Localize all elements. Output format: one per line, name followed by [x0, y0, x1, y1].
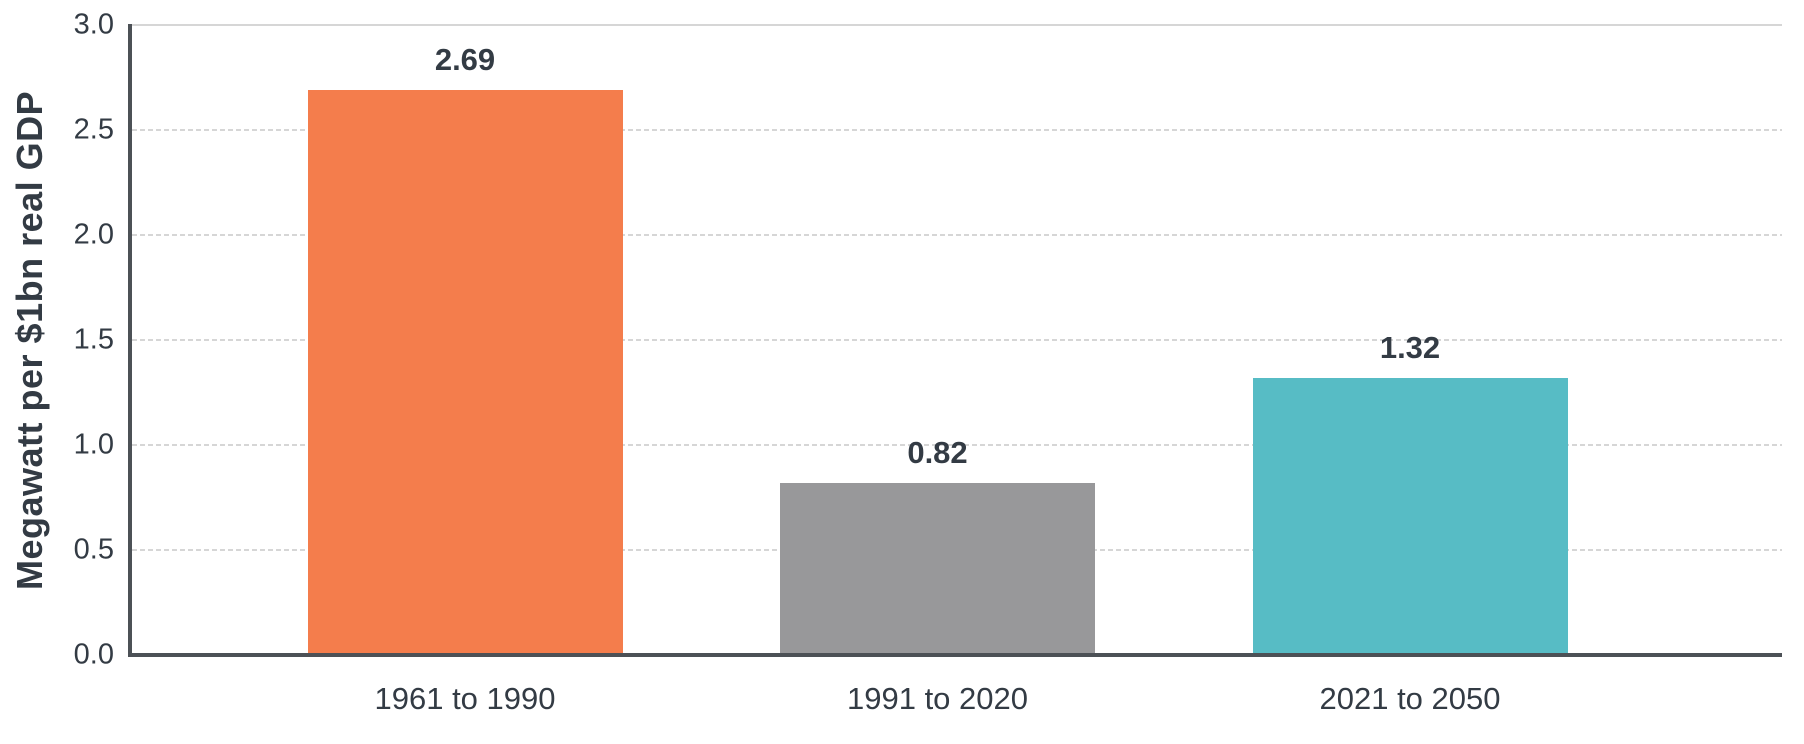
bar-value-label-1961-to-1990: 2.69: [434, 42, 496, 78]
bar-value-label-1991-to-2020: 0.82: [907, 434, 968, 470]
bar-value-label-2021-to-2050: 1.32: [1379, 329, 1441, 365]
y-axis-line: [128, 24, 132, 657]
y-axis-title: Megawatt per $1bn real GDP: [9, 90, 50, 590]
y-tick-label-3.0: 3.0: [73, 8, 114, 41]
gridline-1.0: [132, 444, 1782, 446]
bar-1991-to-2020: [780, 482, 1095, 655]
y-tick-label-2.5: 2.5: [73, 113, 114, 146]
y-tick-label-1.5: 1.5: [73, 323, 114, 356]
x-category-label-2021-to-2050: 2021 to 2050: [1319, 681, 1501, 716]
gridline-3.0: [132, 24, 1782, 26]
gridline-2.0: [132, 234, 1782, 236]
y-tick-label-2.0: 2.0: [73, 218, 114, 251]
y-tick-label-0.0: 0.0: [73, 638, 114, 671]
gridline-1.5: [132, 339, 1782, 341]
x-category-label-1961-to-1990: 1961 to 1990: [374, 681, 556, 716]
gridline-2.5: [132, 129, 1782, 131]
y-tick-label-0.5: 0.5: [73, 533, 114, 566]
bar-1961-to-1990: [307, 90, 623, 655]
bar-2021-to-2050: [1252, 377, 1568, 655]
x-category-label-1991-to-2020: 1991 to 2020: [846, 681, 1029, 716]
plot-area: 0.0 0.5 1.0 1.5 2.0 2.5 3.0 2.69 1961 to 1990 0.8…: [74, 9, 1782, 716]
y-tick-label-1.0: 1.0: [73, 428, 114, 461]
x-axis-line: [128, 653, 1782, 657]
